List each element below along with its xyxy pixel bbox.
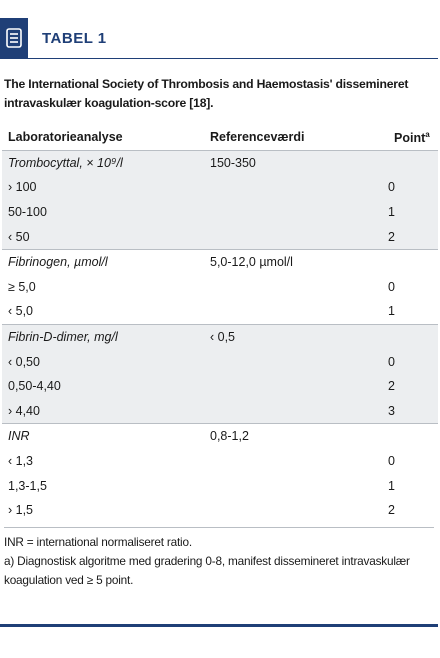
notes: INR = international normaliseret ratio. a… — [4, 526, 434, 590]
point-cell: 1 — [388, 478, 395, 493]
empty-cell — [204, 299, 388, 324]
point-cell: 2 — [388, 503, 395, 518]
group-row: Fibrinogen, µmol/l 5,0-12,0 µmol/l — [2, 248, 438, 275]
group-row: Trombocyttal, × 10⁹/l 150-350 — [2, 149, 438, 176]
range-cell: ‹ 0,50 — [2, 349, 204, 374]
group-name: Fibrin-D-dimer, mg/l — [2, 323, 204, 350]
column-header: Laboratorieanalyse — [2, 125, 204, 151]
range-cell: ‹ 5,0 — [8, 304, 34, 319]
value-row: › 4,40 3 — [2, 398, 438, 424]
value-row: ‹ 50 2 — [2, 224, 438, 250]
empty-cell — [204, 349, 388, 374]
empty-cell — [204, 449, 388, 474]
table-header: TABEL 1 — [0, 18, 438, 59]
table-body: Trombocyttal, × 10⁹/l 150-350 › 100 0 50-100… — [2, 149, 438, 523]
empty-cell — [204, 498, 388, 523]
column-header: Referenceværdi — [204, 125, 388, 151]
range-cell: › 4,40 — [2, 398, 204, 424]
value-row: ‹ 0,50 0 — [2, 349, 438, 374]
group-name: Trombocyttal, × 10⁹/l — [2, 149, 204, 176]
group-row: INR 0,8-1,2 — [2, 423, 438, 449]
range-cell: › 1,5 — [8, 503, 34, 518]
table-icon — [0, 18, 28, 58]
empty-cell — [204, 398, 388, 424]
column-header: Pointa — [388, 125, 438, 151]
group-name: Fibrinogen, µmol/l — [2, 248, 204, 275]
value-row: 0,50-4,40 2 — [2, 373, 438, 399]
point-cell: 1 — [388, 304, 395, 319]
empty-cell — [388, 323, 438, 350]
range-cell: 50-100 — [2, 199, 204, 225]
value-row: ‹ 5,0 1 — [2, 299, 438, 324]
footnote: INR = international normaliseret ratio. — [4, 534, 192, 549]
empty-cell — [388, 149, 438, 176]
empty-cell — [388, 248, 438, 275]
range-cell: › 100 — [2, 175, 204, 200]
empty-cell — [388, 423, 438, 449]
value-row: 50-100 1 — [2, 199, 438, 225]
point-cell: 0 — [388, 349, 438, 374]
point-cell: 0 — [388, 454, 395, 469]
point-cell: 1 — [388, 199, 438, 225]
group-name: INR — [2, 423, 204, 449]
range-cell: ≥ 5,0 — [8, 279, 36, 294]
value-row: › 1,5 2 — [2, 498, 438, 523]
range-cell: ‹ 50 — [2, 224, 204, 250]
empty-cell — [204, 373, 388, 399]
range-cell: 1,3-1,5 — [8, 478, 47, 493]
footnote: a) Diagnostisk algoritme med gradering 0… — [4, 553, 410, 587]
point-cell: 2 — [388, 224, 438, 250]
bottom-rule — [0, 624, 438, 627]
empty-cell — [204, 473, 388, 498]
footnote-marker: a — [425, 129, 430, 139]
group-row: Fibrin-D-dimer, mg/l ‹ 0,5 — [2, 323, 438, 350]
data-table: Laboratorieanalyse Referenceværdi Pointa… — [2, 125, 438, 523]
reference-value: 150-350 — [204, 149, 388, 176]
empty-cell — [204, 199, 388, 225]
table-card: TABEL 1 The International Society of Thr… — [0, 18, 440, 658]
icon-graphic — [6, 28, 22, 48]
value-row: 1,3-1,5 1 — [2, 473, 438, 498]
value-row: ‹ 1,3 0 — [2, 449, 438, 474]
body: {"header":{"label":"TABEL 1"}, "caption"… — [0, 18, 440, 658]
point-cell: 0 — [388, 279, 395, 294]
column-text: Point — [394, 130, 426, 145]
empty-cell — [204, 224, 388, 250]
range-cell: ‹ 1,3 — [8, 454, 34, 469]
point-cell: 0 — [388, 175, 438, 200]
table-head: Laboratorieanalyse Referenceværdi Pointa — [2, 125, 438, 151]
header-row: Laboratorieanalyse Referenceværdi Pointa — [2, 125, 438, 151]
table-label: TABEL 1 — [42, 29, 107, 47]
caption: The International Society of Thrombosis … — [4, 77, 409, 110]
column-text: Referenceværdi — [210, 130, 305, 145]
range-cell: 0,50-4,40 — [2, 373, 204, 399]
column-text: Laboratorieanalyse — [8, 130, 123, 145]
value-row: ≥ 5,0 0 — [2, 275, 438, 300]
empty-cell — [204, 175, 388, 200]
empty-cell — [204, 275, 388, 300]
reference-value: 5,0-12,0 µmol/l — [204, 248, 388, 275]
point-cell: 3 — [388, 398, 438, 424]
reference-value: ‹ 0,5 — [204, 323, 388, 350]
reference-value: 0,8-1,2 — [204, 423, 388, 449]
point-cell: 2 — [388, 373, 438, 399]
value-row: › 100 0 — [2, 175, 438, 200]
